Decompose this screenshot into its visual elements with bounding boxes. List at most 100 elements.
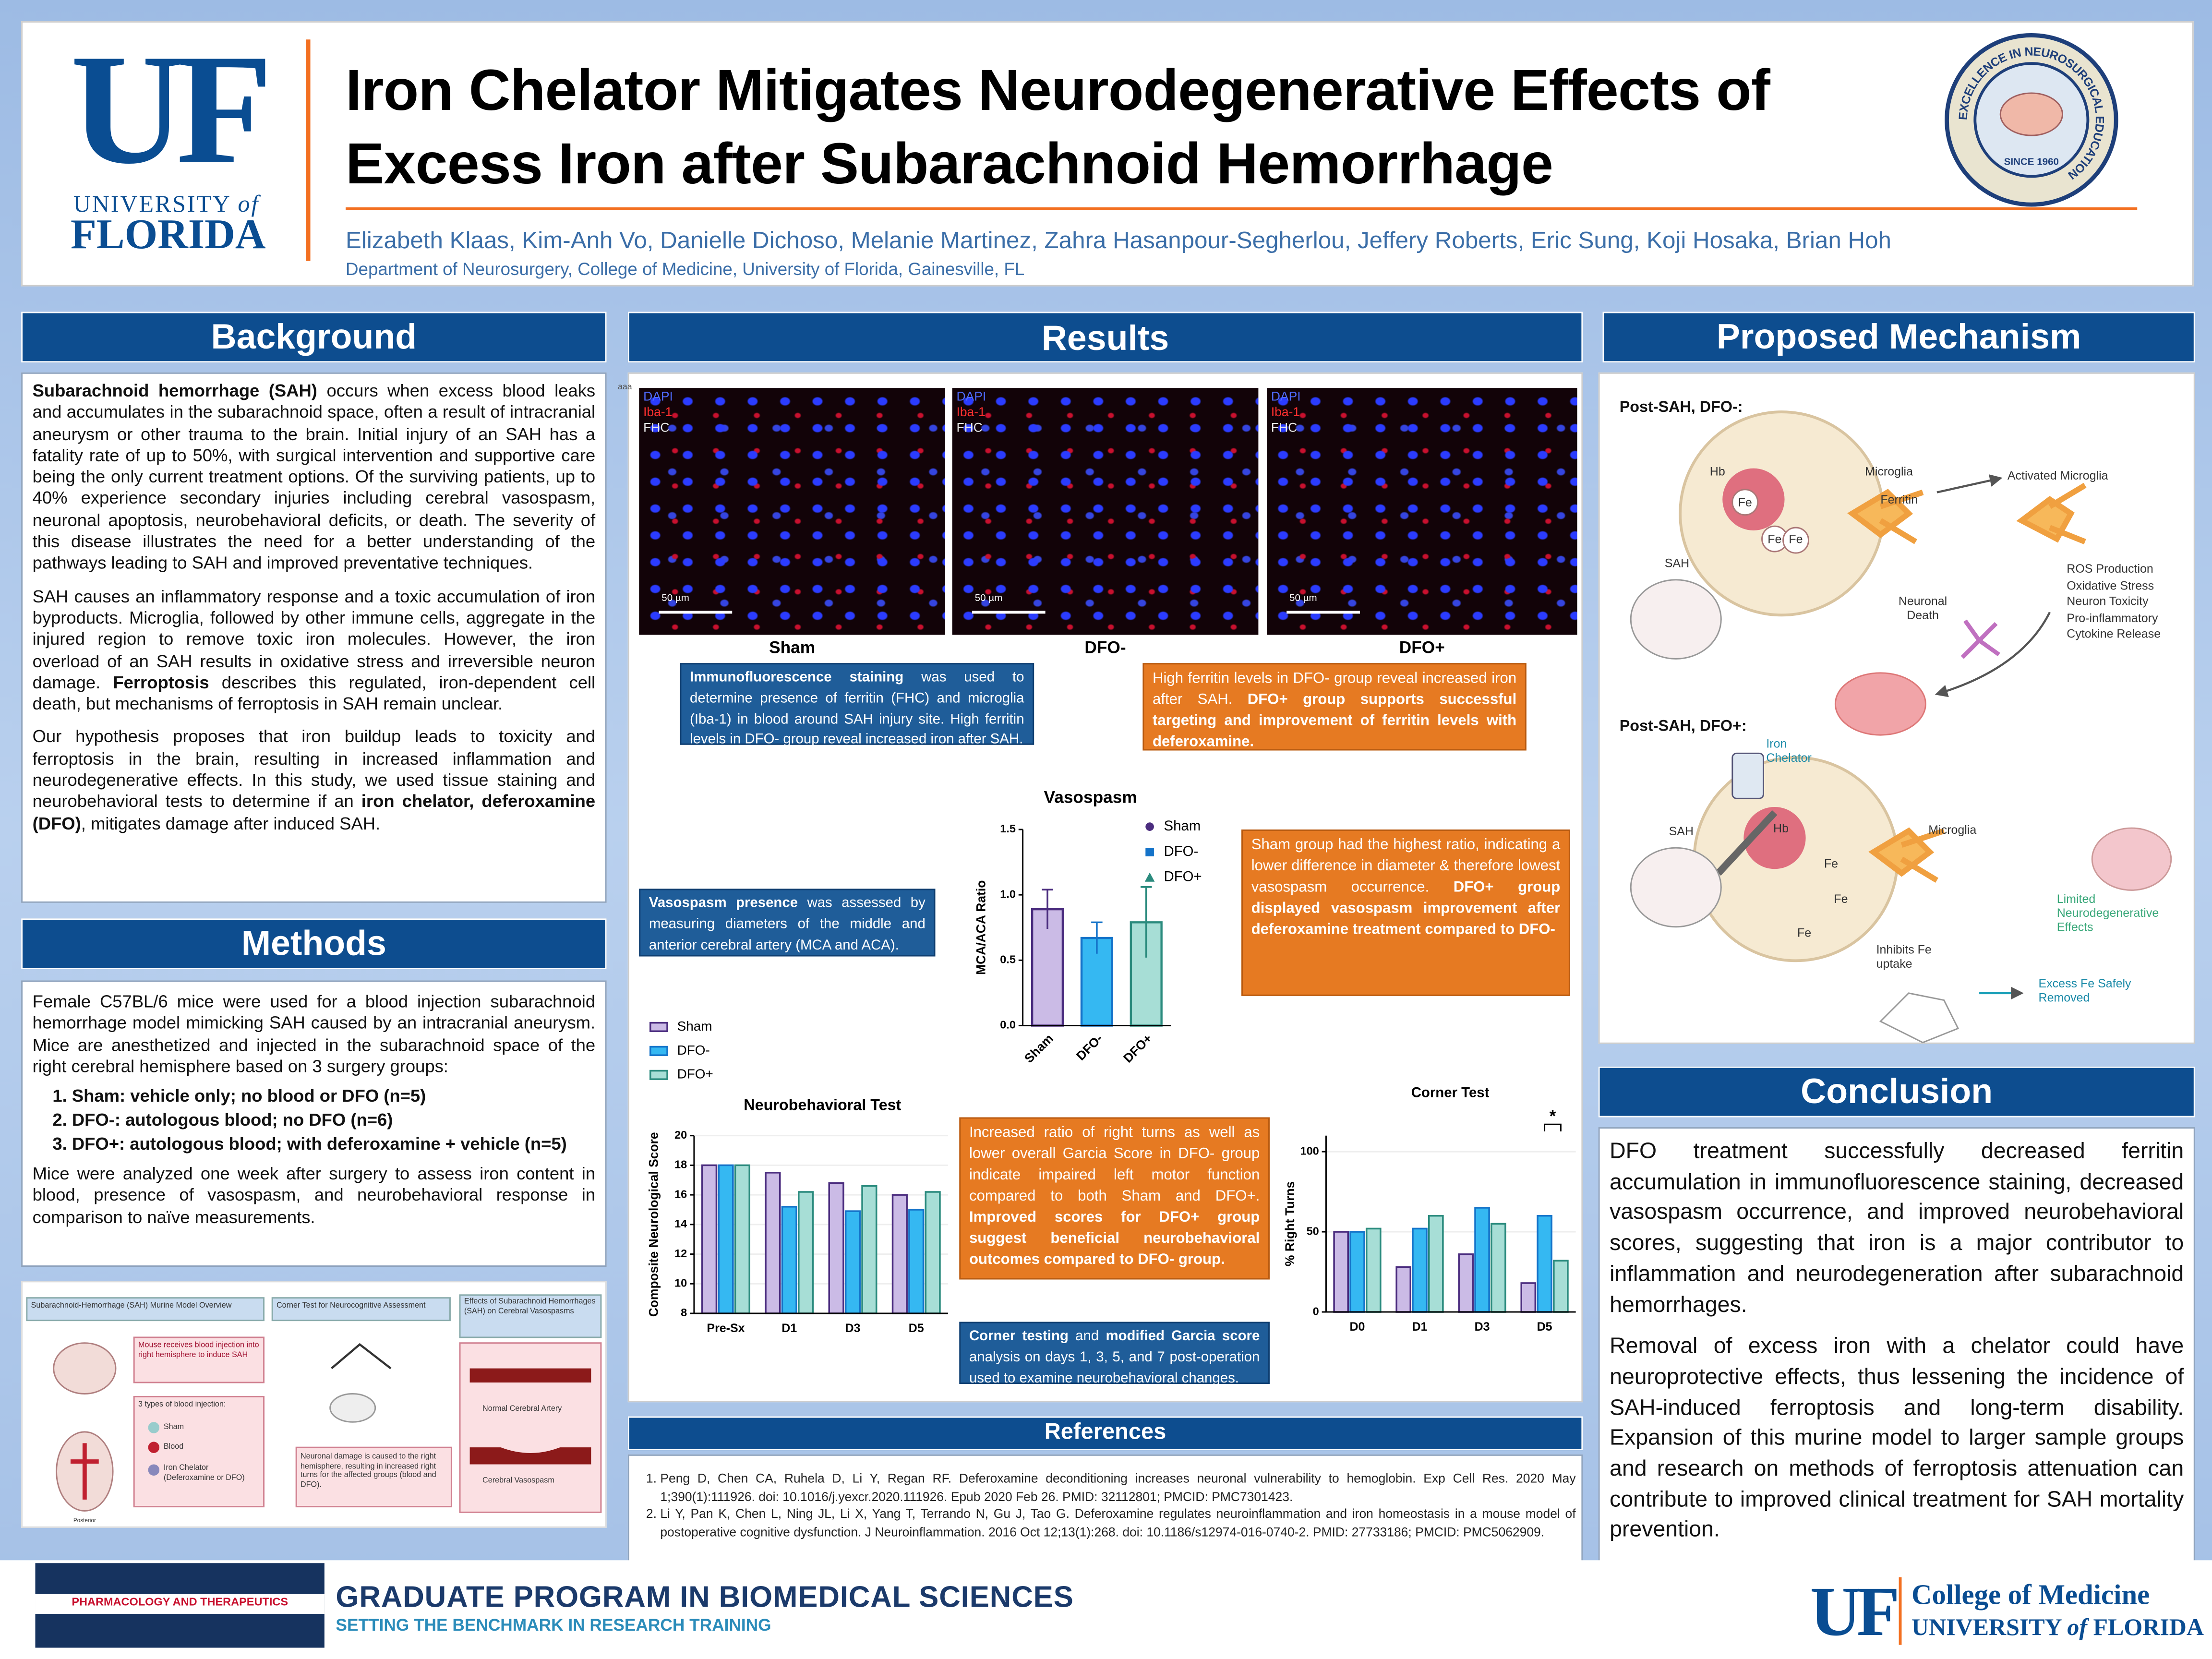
word: UNIVERSITY (1911, 1613, 2061, 1641)
text-run: Sham group had the highest ratio, indica… (1251, 836, 1561, 896)
channel-label: FHC (1271, 420, 1298, 435)
text-run: Increased ratio of right turns as well a… (969, 1124, 1260, 1205)
channel-label: FHC (643, 420, 670, 435)
mechanism-label: Hb (1709, 464, 1725, 479)
logo-of: of (238, 190, 260, 217)
bar (1553, 1260, 1569, 1313)
word: FLORIDA (2093, 1613, 2204, 1641)
corner (331, 1343, 392, 1370)
mechanism-label: Post-SAH, DFO+: (1619, 718, 1747, 735)
bar (734, 1164, 750, 1314)
panel-caption: Sham (769, 637, 816, 658)
divider (1899, 1577, 1902, 1645)
channel-label: DAPI (956, 389, 986, 404)
mechanism-art (1630, 410, 2172, 1044)
figure-title: Effects of Subarachnoid Hemorrhages (SAH… (464, 1298, 596, 1316)
group: DFO-: autologous blood; no DFO (n=6) (72, 1109, 595, 1133)
legend-marker (1144, 872, 1155, 882)
mouse-head (53, 1342, 117, 1395)
bar (1458, 1253, 1474, 1313)
bar (1333, 1231, 1349, 1313)
legend-swatch (649, 1046, 668, 1056)
mechanism-label: Ferritin (1880, 492, 1918, 507)
text-run: High ferritin levels in DFO- group revea… (1152, 670, 1517, 709)
hemoglobin (1743, 806, 1806, 869)
paragraph: DFO treatment successfully decreased fer… (1610, 1140, 2184, 1317)
group: Sham: vehicle only; no blood or DFO (n=5… (72, 1085, 595, 1109)
micrograph: DAPI Iba-1 FHC 50 µm (952, 388, 1259, 635)
group-list: Sham: vehicle only; no blood or DFO (n=5… (33, 1085, 596, 1157)
x-tick-label: D1 (781, 1322, 797, 1335)
microglia (1868, 827, 1945, 883)
bar (701, 1164, 718, 1314)
x-tick-label: D0 (1350, 1320, 1365, 1334)
y-tick-label: 14 (674, 1217, 687, 1230)
mechanism-label: Iron Chelator (1766, 736, 1812, 765)
mechanism-label: Hb (1773, 821, 1789, 835)
college-mark: UF (1810, 1571, 1899, 1651)
chart: Vasospasm MCA/ACA Ratio 0.0 0.5 1.0 1.5 Sham Sh… (974, 788, 1202, 1066)
figure-label: Cerebral Vasospasm (482, 1477, 554, 1486)
figure-tab (271, 1297, 451, 1322)
bar (1395, 1266, 1412, 1313)
scale-bar (972, 611, 1046, 614)
bold-run: Immunofluorescence staining (690, 670, 904, 686)
bold-run: DFO+ group displayed vasospasm improveme… (1251, 878, 1561, 938)
authors: Elizabeth Klaas, Kim-Anh Vo, Danielle Di… (346, 227, 1891, 254)
section-heading: Methods (21, 918, 607, 969)
bold-run: DFO+ group supports successful targeting… (1152, 691, 1517, 751)
text-run: was used to determine presence of ferrit… (690, 670, 1024, 748)
x-tick-label: DFO- (1073, 1031, 1106, 1063)
bar (765, 1172, 781, 1314)
y-tick-label: 18 (674, 1158, 687, 1171)
seal: EXCELLENCE IN NEUROSURGICAL EDUCATION SI… (1945, 33, 2118, 207)
legend-label: DFO- (677, 1043, 710, 1058)
legend-label: Sham (1164, 818, 1201, 834)
legend-swatch (649, 1022, 668, 1033)
effect: Oxidative Stress (2067, 577, 2154, 592)
y-axis-label: Composite Neurological Score (647, 1132, 661, 1317)
mechanism-label: Fe (1797, 925, 1812, 940)
figure-box (295, 1446, 452, 1508)
paragraph: Removal of excess iron with a chelator c… (1610, 1334, 2184, 1543)
effect: Pro-inflammatory (2067, 610, 2158, 625)
effect: Neuron Toxicity (2067, 594, 2149, 608)
legend-marker (1145, 848, 1154, 856)
figure-label: Mouse receives blood injection into righ… (138, 1341, 259, 1359)
y-tick-label: 0.0 (1000, 1019, 1016, 1031)
x-tick-label: D3 (845, 1322, 861, 1335)
chart: Neurobehavioral Test Composite Neurologic… (647, 1019, 948, 1335)
text-run: analysis on days 1, 3, 5, and 7 post-ope… (969, 1349, 1260, 1386)
bar (891, 1194, 908, 1314)
x-tick-label: D1 (1412, 1320, 1428, 1334)
x-tick-label: D5 (909, 1322, 924, 1335)
mechanism-label: Limited Neurodegenerative Effects (2056, 891, 2159, 934)
mouse (329, 1393, 376, 1423)
swatch (148, 1464, 160, 1476)
chart-title: Vasospasm (1044, 788, 1137, 807)
bold-run: Improved scores for DFO+ group suggest b… (969, 1209, 1260, 1268)
text-run: Our hypothesis proposes that iron buildu… (32, 727, 596, 812)
scale-bar (1286, 611, 1360, 614)
figure-title: Corner Test for Neurocognitive Assessmen… (276, 1302, 426, 1311)
section-heading: References (627, 1416, 1583, 1451)
x-tick-label: DFO+ (1120, 1031, 1155, 1066)
paragraph: Female C57BL/6 mice were used for a bloo… (32, 991, 596, 1076)
seal-brain (1999, 92, 2063, 136)
activated-microglia (2016, 482, 2087, 544)
annotation: * (1550, 1107, 1556, 1126)
arrow (1935, 612, 2051, 697)
legend-label: DFO- (1164, 843, 1198, 859)
college-university: UNIVERSITY of FLORIDA (1911, 1614, 2204, 1642)
bar (1537, 1214, 1552, 1313)
bar (1428, 1214, 1444, 1313)
mechanism-label: SAH (1664, 555, 1690, 570)
y-tick-label: 10 (674, 1276, 687, 1289)
healthy-brain (2091, 827, 2172, 891)
divider (306, 39, 311, 261)
vial (1731, 752, 1764, 799)
section-heading: Results (627, 312, 1583, 363)
methods-text: Female C57BL/6 mice were used for a bloo… (21, 980, 607, 1267)
channel-label: Iba-1 (643, 405, 673, 419)
bar (1412, 1227, 1428, 1313)
